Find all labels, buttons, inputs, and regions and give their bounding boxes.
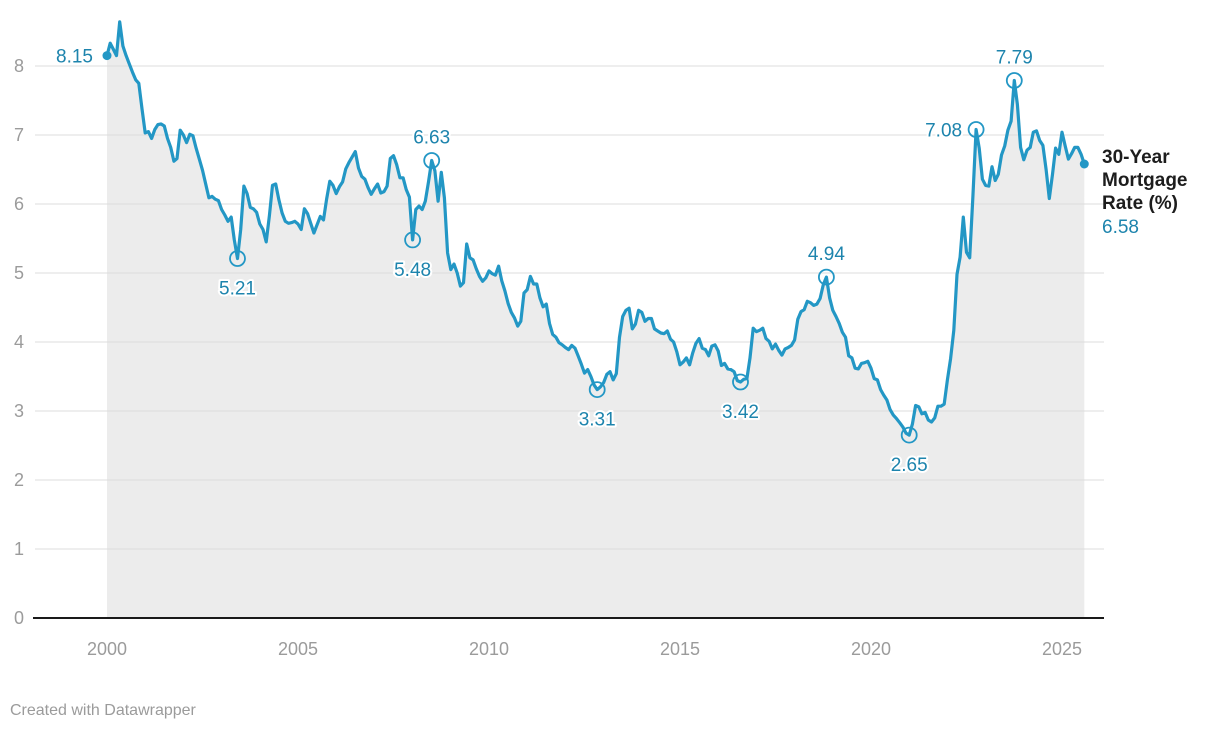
- mortgage-rate-line-chart: 0 1 2 3 4 5 6 7 8 2000 2005 2010 2015 2020 2025 8.15 5.2…: [14, 20, 1104, 659]
- annotation-label: 5.48: [394, 260, 431, 281]
- series-legend-title-line: Mortgage: [1102, 170, 1188, 191]
- y-tick-label: 2: [14, 470, 24, 490]
- x-tick-label: 2015: [660, 639, 700, 659]
- annotation-marker-circle: [900, 426, 918, 444]
- annotation-marker-circle: [967, 121, 985, 138]
- y-tick-label: 4: [14, 332, 24, 352]
- datawrapper-attribution: Created with Datawrapper: [10, 702, 196, 719]
- start-point-dot: [102, 51, 112, 61]
- rate-line: [105, 20, 1086, 437]
- annotation-label: 7.08: [925, 121, 962, 142]
- x-tick-label: 2020: [851, 639, 891, 659]
- area-fill: [107, 21, 1085, 619]
- x-tick-label: 2010: [469, 639, 509, 659]
- end-point-dot: [1079, 159, 1089, 169]
- annotation-marker-circle: [588, 381, 606, 399]
- annotation-marker-circle: [732, 373, 749, 391]
- annotation-marker-circle: [1005, 72, 1023, 89]
- annotation-label: 6.63: [413, 128, 450, 149]
- annotation-label: 7.79: [996, 48, 1033, 69]
- x-tick-label: 2025: [1042, 639, 1082, 659]
- y-tick-label: 7: [14, 125, 24, 145]
- series-legend-title-line: Rate (%): [1102, 193, 1179, 214]
- y-tick-label: 3: [14, 401, 24, 421]
- y-tick-label: 5: [14, 263, 24, 283]
- annotation-marker-circle: [404, 231, 422, 249]
- x-tick-label: 2000: [87, 639, 127, 659]
- annotation-label: 5.21: [219, 279, 256, 300]
- series-latest-value: 6.58: [1102, 217, 1139, 238]
- y-tick-label: 8: [14, 56, 24, 76]
- annotation-label: 8.15: [56, 47, 93, 68]
- y-tick-label: 0: [14, 608, 24, 628]
- x-tick-label: 2005: [278, 639, 318, 659]
- annotation-label: 3.31: [579, 410, 616, 431]
- y-tick-label: 1: [14, 539, 24, 559]
- annotation-marker-circle: [229, 250, 246, 267]
- y-tick-label: 6: [14, 194, 24, 214]
- annotation-label: 4.94: [808, 244, 845, 265]
- annotation-label: 2.65: [891, 455, 928, 476]
- series-legend: 30-Year Mortgage Rate (%) 6.58: [1102, 146, 1218, 239]
- annotation-marker-circle: [423, 152, 441, 169]
- annotation-marker-circle: [818, 268, 835, 286]
- series-legend-title-line: 30-Year: [1102, 147, 1170, 168]
- annotation-label: 3.42: [722, 402, 759, 423]
